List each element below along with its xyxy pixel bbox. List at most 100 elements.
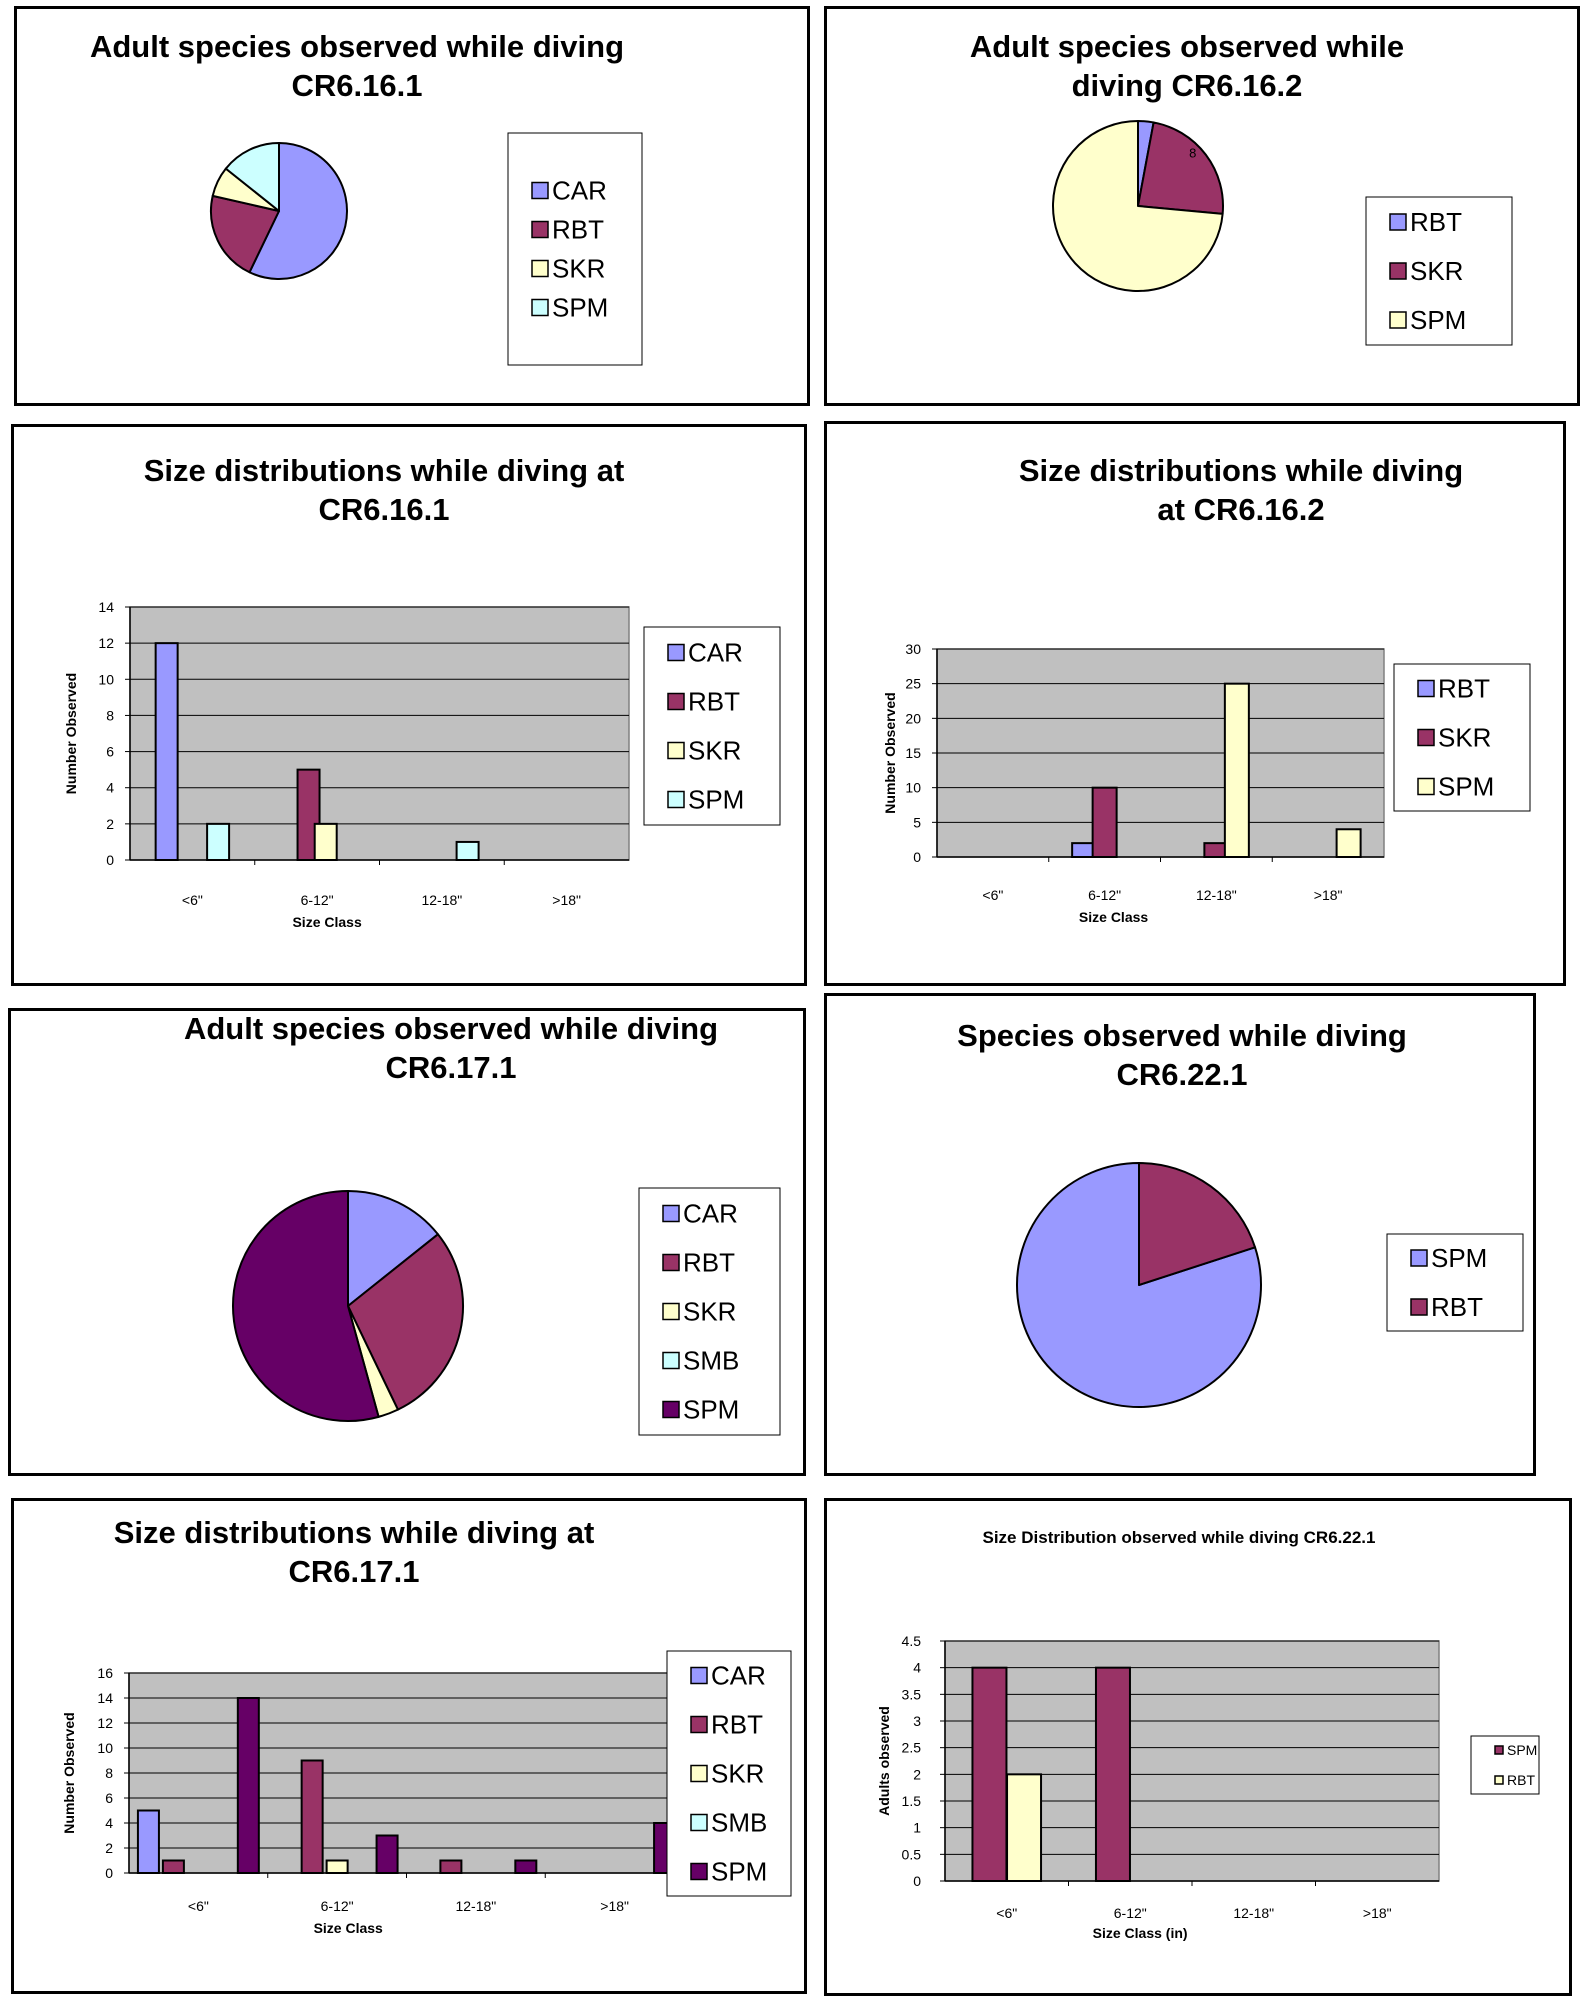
pie-slice-rbt (347, 1233, 464, 1411)
panel-pie-cr6-17-1: Adult species observed while diving CR6.1… (8, 1008, 806, 1476)
legend-swatch-skr (662, 1302, 680, 1321)
y-tick-label-15: 15 (905, 745, 921, 761)
y-tick-label-1-5: 1.5 (902, 1793, 922, 1809)
plot-area (129, 606, 630, 861)
legend-label-car: CAR (683, 1199, 738, 1229)
legend-swatch-spm (690, 1862, 708, 1881)
y-tick-label-6: 6 (106, 744, 114, 760)
legend-swatch-rbt (1410, 1298, 1428, 1316)
bar-spm-6 (206, 822, 231, 862)
legend-swatch-spm (1410, 1249, 1428, 1267)
legend-label-skr: SKR (1438, 723, 1491, 753)
bar-skr-6-12 (325, 1859, 349, 1874)
x-axis-label: Size Class (in) (1093, 1925, 1188, 1941)
bar-car-6 (154, 642, 179, 861)
chart-bar-cr6-16-2: Size distributions while diving at CR6.16… (882, 453, 1531, 925)
legend-swatch-rbt (531, 220, 549, 239)
legend-label-skr: SKR (711, 1759, 764, 1789)
pie-slice-car (248, 142, 348, 280)
chart-pie-cr6-16-2: Adult species observed while diving CR6.1… (970, 29, 1513, 346)
legend-swatch-car (690, 1666, 708, 1685)
y-tick-label-10: 10 (97, 1740, 113, 1756)
legend-label-spm: SPM (688, 785, 744, 815)
x-tick-label-6: <6" (982, 887, 1003, 903)
pie-slice-rbt (210, 194, 280, 274)
chart-title-p4-line-2: CR6.22.1 (1117, 1057, 1248, 1092)
legend-swatch-smb (690, 1813, 708, 1832)
legend-label-rbt: RBT (683, 1248, 735, 1278)
legend-swatch-skr (531, 259, 549, 278)
legend-swatch-spm (1494, 1745, 1504, 1755)
bar-spm-12-18 (1223, 682, 1250, 858)
bar-spm-6 (971, 1666, 1008, 1882)
legend-swatch-rbt (662, 1253, 680, 1272)
legend-swatch-spm (1389, 311, 1407, 329)
legend-label-skr: SKR (1410, 256, 1463, 286)
bar-spm-6-12 (1094, 1666, 1131, 1882)
legend-label-skr: SKR (552, 254, 605, 284)
x-tick-label-6-12: 6-12" (301, 892, 334, 908)
legend-label-spm: SPM (1507, 1742, 1537, 1758)
legend-swatch-spm (1417, 777, 1435, 796)
y-tick-label-25: 25 (905, 676, 921, 692)
chart-bar-cr6-17-1: Size distributions while diving at CR6.17… (61, 1515, 792, 1936)
panel-bar-cr6-22-1: Size Distribution observed while diving … (824, 1498, 1572, 1996)
legend-label-rbt: RBT (1410, 207, 1462, 237)
y-tick-label-14: 14 (98, 599, 114, 615)
bar-skr-6-12 (313, 822, 338, 862)
x-tick-label-6: <6" (188, 1898, 209, 1914)
x-tick-label-18: >18" (600, 1898, 629, 1914)
pie-slice-spm (224, 142, 280, 212)
data-label-skr: 8 (1189, 145, 1196, 160)
pie-slice-spm (232, 1190, 380, 1422)
y-tick-label-4: 4 (106, 780, 114, 796)
y-tick-label-0-5: 0.5 (902, 1846, 922, 1862)
bar-rbt-6 (161, 1859, 185, 1874)
legend-box-b1 (643, 626, 781, 826)
y-tick-label-20: 20 (905, 710, 921, 726)
y-tick-label-4-5: 4.5 (902, 1633, 922, 1649)
bar-car-6 (136, 1809, 160, 1874)
pie-slice-rbt (1138, 1162, 1257, 1286)
legend-swatch-rbt (1389, 213, 1407, 231)
chart-title-b1-line-2: CR6.16.1 (319, 492, 450, 527)
y-tick-label-10: 10 (98, 671, 114, 687)
legend-swatch-rbt (1417, 679, 1435, 698)
legend-swatch-spm (531, 298, 549, 317)
legend-label-rbt: RBT (688, 687, 740, 717)
y-tick-label-14: 14 (97, 1690, 113, 1706)
legend-box-b3 (666, 1650, 792, 1897)
legend-box-b4 (1470, 1735, 1540, 1795)
y-tick-label-30: 30 (905, 641, 921, 657)
legend-label-spm: SPM (1431, 1243, 1487, 1273)
chart-title-p1-line-1: Adult species observed while diving (90, 29, 624, 64)
chart-pie-cr6-16-1: Adult species observed while diving CR6.1… (90, 29, 643, 366)
legend-swatch-spm (662, 1400, 680, 1419)
y-tick-label-8: 8 (105, 1765, 113, 1781)
y-tick-label-2-5: 2.5 (902, 1740, 922, 1756)
legend-swatch-rbt (667, 692, 685, 711)
chart-title-b3-line-2: CR6.17.1 (289, 1554, 420, 1589)
legend-swatch-car (667, 643, 685, 662)
x-tick-label-6-12: 6-12" (321, 1898, 354, 1914)
legend-label-smb: SMB (683, 1346, 739, 1376)
bar-spm-6 (236, 1697, 260, 1874)
x-axis-label: Size Class (1079, 909, 1148, 925)
panel-bar-cr6-16-1: Size distributions while diving at CR6.16… (11, 424, 807, 986)
bar-skr-6-12 (1091, 786, 1118, 858)
legend-label-spm: SPM (552, 293, 608, 323)
bar-rbt-12-18 (439, 1859, 463, 1874)
x-tick-label-12-18: 12-18" (421, 892, 462, 908)
legend-swatch-skr (690, 1764, 708, 1783)
y-axis-label: Number Observed (63, 673, 79, 794)
bar-spm-12-18 (455, 840, 480, 861)
legend-swatch-spm (667, 790, 685, 809)
y-tick-label-1: 1 (913, 1820, 921, 1836)
chart-bar-cr6-22-1: Size Distribution observed while diving … (876, 1528, 1540, 1941)
chart-title-b2-line-1: Size distributions while diving (1019, 453, 1463, 488)
legend-label-spm: SPM (711, 1857, 767, 1887)
chart-title-p1-line-2: CR6.16.1 (292, 68, 423, 103)
legend-swatch-car (531, 181, 549, 200)
y-axis-label: Number Observed (882, 692, 898, 813)
chart-bar-cr6-16-1: Size distributions while diving at CR6.16… (63, 453, 781, 930)
